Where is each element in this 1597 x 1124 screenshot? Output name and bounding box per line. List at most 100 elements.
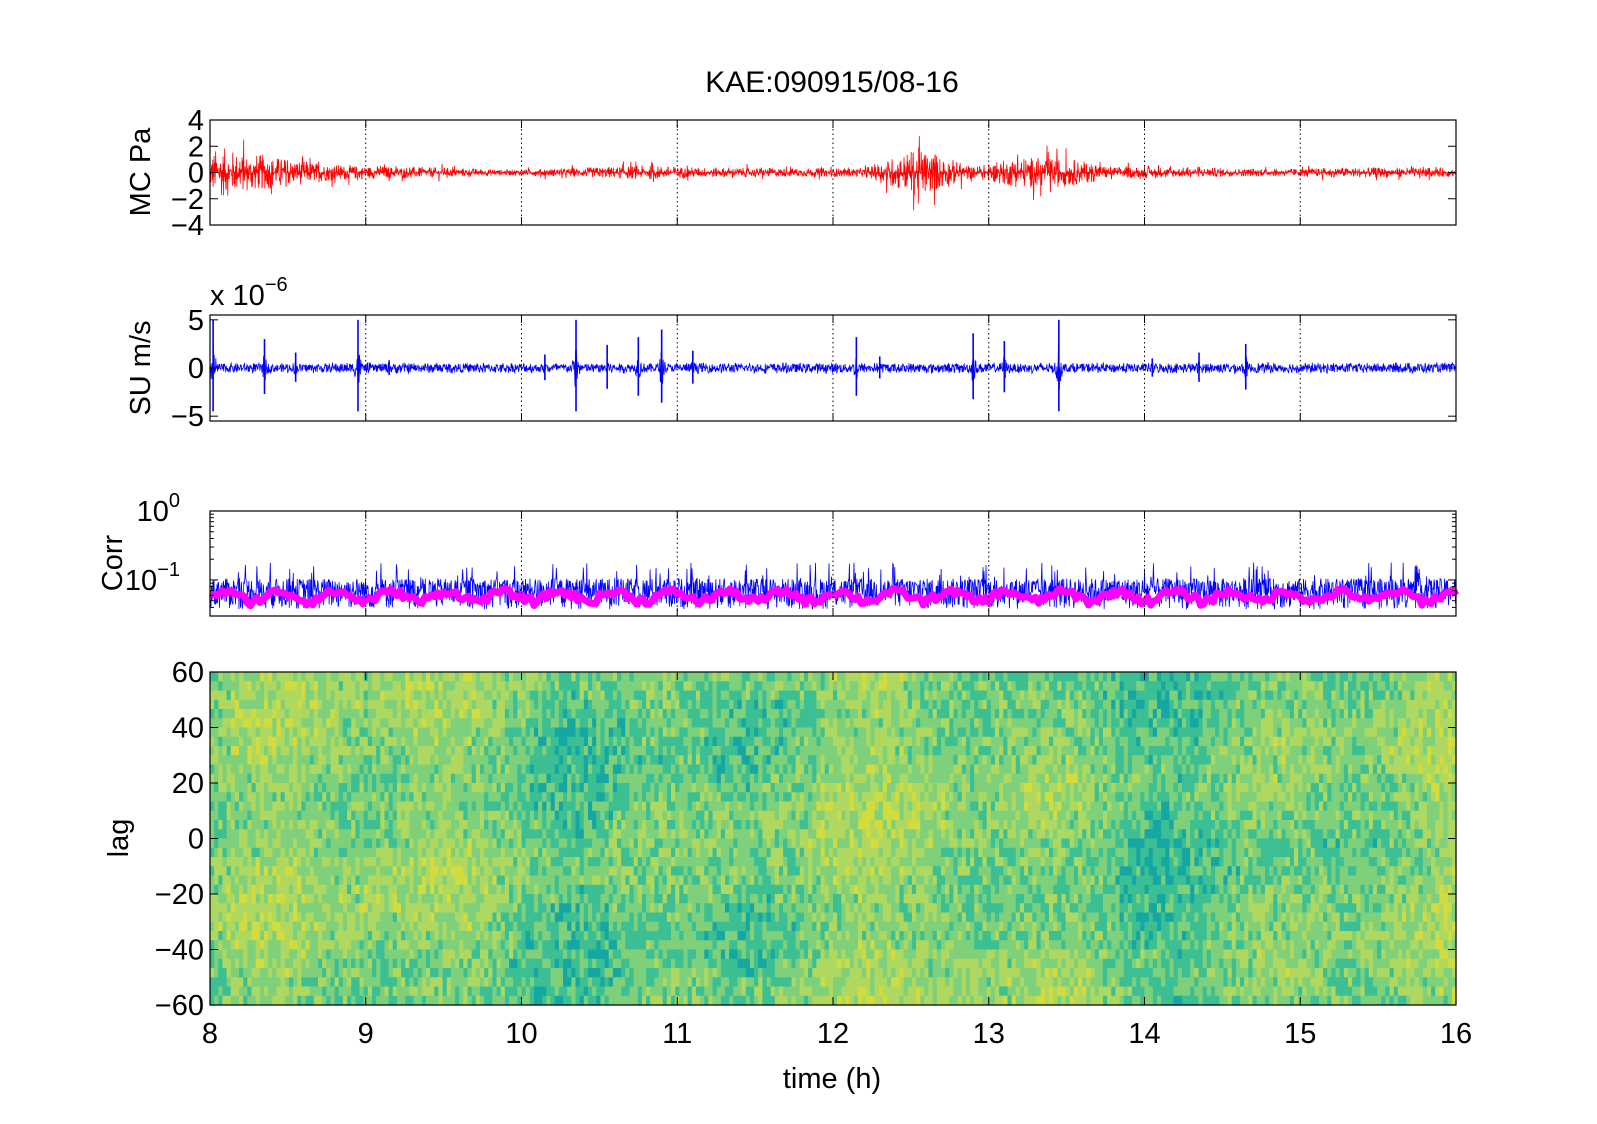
heatmap-cell (259, 968, 265, 978)
heatmap-cell (646, 894, 651, 904)
heatmap-cell (612, 884, 618, 895)
heatmap-cell (683, 995, 689, 1006)
heatmap-cell (342, 672, 348, 682)
heatmap-cell (712, 773, 718, 784)
heatmap-cell (347, 820, 352, 830)
heatmap-cell (305, 801, 311, 812)
heatmap-cell (529, 709, 535, 719)
heatmap-cell (463, 736, 469, 747)
heatmap-cell (413, 746, 419, 756)
heatmap-cell (467, 940, 473, 951)
heatmap-cell (463, 866, 469, 877)
heatmap-cell (255, 968, 261, 978)
heatmap-cell (617, 820, 622, 830)
heatmap-cell (563, 912, 568, 923)
heatmap-cell (741, 940, 747, 951)
heatmap-cell (538, 968, 543, 978)
heatmap-cell (430, 755, 435, 766)
heatmap-cell (745, 690, 751, 701)
heatmap-cell (666, 746, 672, 756)
heatmap-cell (388, 755, 394, 766)
heatmap-cell (405, 940, 410, 951)
heatmap-cell (380, 727, 386, 738)
heatmap-cell (450, 709, 456, 719)
heatmap-cell (517, 755, 523, 766)
heatmap-cell (563, 949, 568, 960)
heatmap-cell (625, 736, 631, 747)
heatmap-cell (546, 866, 552, 877)
heatmap-cell (442, 829, 448, 840)
heatmap-cell (396, 773, 402, 784)
heatmap-cell (475, 727, 481, 738)
heatmap-cell (637, 829, 643, 840)
heatmap-cell (234, 866, 240, 877)
heatmap-cell (322, 995, 327, 1006)
heatmap-cell (695, 968, 701, 978)
heatmap-cell (737, 681, 743, 692)
heatmap-cell (675, 736, 680, 747)
heatmap-cell (708, 838, 714, 849)
heatmap-cell (463, 931, 469, 941)
heatmap-cell (239, 709, 244, 719)
heatmap-cell (542, 681, 548, 692)
heatmap-cell (413, 783, 419, 793)
heatmap-cell (762, 903, 768, 914)
heatmap-cell (234, 921, 240, 932)
heatmap-cell (492, 940, 498, 951)
heatmap-cell (293, 838, 298, 849)
heatmap-cell (563, 866, 568, 877)
heatmap-cell (749, 857, 755, 867)
heatmap-cell (239, 755, 244, 766)
heatmap-cell (218, 968, 224, 978)
heatmap-cell (729, 783, 734, 793)
heatmap-cell (313, 690, 319, 701)
heatmap-cell (629, 995, 635, 1006)
heatmap-cell (600, 866, 606, 877)
heatmap-cell (629, 810, 635, 821)
heatmap-cell (592, 949, 597, 960)
heatmap-cell (268, 931, 273, 941)
heatmap-cell (650, 672, 655, 682)
heatmap-cell (745, 746, 751, 756)
heatmap-cell (284, 940, 290, 951)
heatmap-cell (496, 699, 502, 710)
heatmap-cell (442, 838, 448, 849)
heatmap-cell (342, 820, 348, 830)
heatmap-cell (712, 912, 718, 923)
heatmap-cell (691, 829, 697, 840)
heatmap-cell (218, 810, 224, 821)
heatmap-cell (517, 792, 523, 803)
heatmap-cell (625, 838, 631, 849)
heatmap-cell (745, 884, 751, 895)
heatmap-cell (334, 773, 340, 784)
heatmap-cell (650, 986, 655, 997)
heatmap-cell (754, 921, 759, 932)
heatmap-cell (293, 949, 298, 960)
heatmap-cell (513, 958, 518, 969)
heatmap-cell (712, 940, 718, 951)
heatmap-cell (725, 968, 730, 978)
heatmap-cell (687, 866, 693, 877)
heatmap-cell (251, 773, 257, 784)
heatmap-cell (272, 718, 278, 729)
heatmap-cell (301, 875, 307, 886)
heatmap-cell (484, 875, 489, 886)
heatmap-cell (450, 820, 456, 830)
heatmap-cell (579, 736, 585, 747)
heatmap-cell (612, 810, 618, 821)
heatmap-cell (230, 866, 236, 877)
heatmap-cell (459, 755, 464, 766)
heatmap-cell (571, 783, 577, 793)
heatmap-cell (533, 801, 539, 812)
heatmap-cell (533, 866, 539, 877)
heatmap-cell (247, 986, 253, 997)
heatmap-cell (708, 903, 714, 914)
heatmap-cell (243, 838, 248, 849)
heatmap-cell (658, 672, 664, 682)
heatmap-cell (587, 773, 593, 784)
heatmap-cell (533, 792, 539, 803)
heatmap-cell (284, 894, 290, 904)
heatmap-cell (538, 810, 543, 821)
heatmap-cell (388, 903, 394, 914)
heatmap-cell (479, 838, 485, 849)
